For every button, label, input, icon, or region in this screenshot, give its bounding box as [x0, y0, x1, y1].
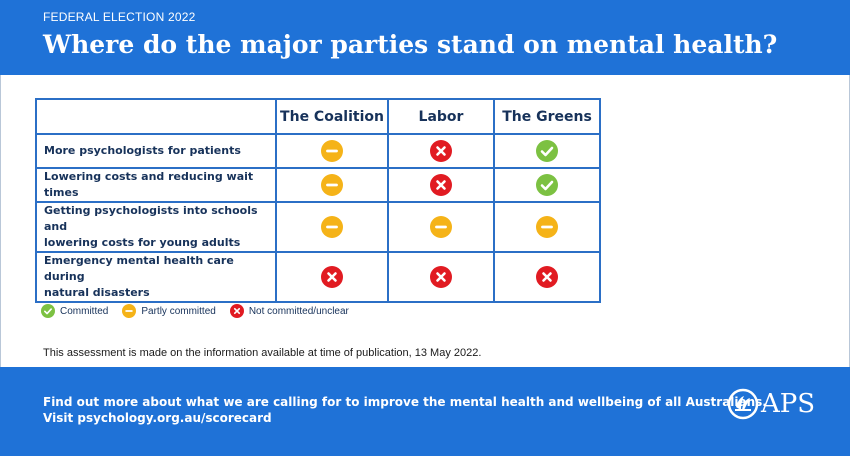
- status-cell-coalition: [275, 201, 389, 253]
- dash-circle-icon: [321, 140, 343, 162]
- status-cell-labor: [387, 133, 495, 169]
- criterion-cell: Lowering costs and reducing wait times: [35, 167, 277, 203]
- header-corner-cell: [35, 98, 277, 135]
- status-cell-greens: [493, 251, 601, 303]
- dash-circle-icon: [122, 304, 137, 318]
- legend-label-committed: Committed: [60, 305, 109, 317]
- legend-label-partly: Partly committed: [141, 305, 216, 317]
- column-header-greens: The Greens: [493, 98, 601, 135]
- x-circle-icon: [430, 140, 452, 162]
- criterion-cell: Emergency mental health care during natur…: [35, 251, 277, 303]
- page-title: Where do the major parties stand on ment…: [43, 30, 778, 59]
- criterion-label-line2: natural disasters: [44, 286, 150, 299]
- status-cell-greens: [493, 133, 601, 169]
- aps-logo-mark-icon: [727, 388, 759, 420]
- assessment-note: This assessment is made on the informati…: [43, 347, 482, 359]
- status-cell-coalition: [275, 251, 389, 303]
- eyebrow-label: FEDERAL ELECTION 2022: [43, 10, 196, 24]
- criterion-label-line1: More psychologists for patients: [44, 144, 241, 157]
- criterion-label-line1: Emergency mental health care during: [44, 254, 234, 283]
- footer-link[interactable]: Visit psychology.org.au/scorecard: [43, 411, 272, 425]
- legend-label-not: Not committed/unclear: [248, 305, 349, 317]
- footer-banner: Find out more about what we are calling …: [0, 367, 850, 456]
- legend: Committed Partly committed Not committed…: [41, 303, 363, 319]
- aps-logo: APS: [727, 387, 815, 421]
- status-cell-greens: [493, 201, 601, 253]
- x-circle-icon: [430, 174, 452, 196]
- column-header-labor: Labor: [387, 98, 495, 135]
- column-header-coalition: The Coalition: [275, 98, 389, 135]
- footer-callout: Find out more about what we are calling …: [43, 395, 767, 409]
- criterion-label-line2: lowering costs for young adults: [44, 236, 241, 249]
- criterion-label-line1: Lowering costs and reducing wait times: [44, 170, 254, 199]
- status-cell-coalition: [275, 167, 389, 203]
- legend-item-partly: Partly committed: [122, 304, 216, 318]
- status-cell-labor: [387, 167, 495, 203]
- x-circle-icon: [536, 266, 558, 288]
- dash-circle-icon: [536, 216, 558, 238]
- status-cell-coalition: [275, 133, 389, 169]
- table-row: Emergency mental health care during natur…: [35, 251, 601, 303]
- x-circle-icon: [430, 266, 452, 288]
- dash-circle-icon: [321, 216, 343, 238]
- table-row: Lowering costs and reducing wait times: [35, 167, 601, 203]
- scorecard-table: The Coalition Labor The Greens More psyc…: [35, 98, 601, 303]
- status-cell-labor: [387, 251, 495, 303]
- table-header-row: The Coalition Labor The Greens: [35, 98, 601, 135]
- status-cell-labor: [387, 201, 495, 253]
- check-circle-icon: [41, 304, 55, 318]
- header-banner: FEDERAL ELECTION 2022 Where do the major…: [0, 0, 850, 75]
- criterion-label-line1: Getting psychologists into schools and: [44, 204, 258, 233]
- dash-circle-icon: [321, 174, 343, 196]
- criterion-cell: Getting psychologists into schools and lo…: [35, 201, 277, 253]
- dash-circle-icon: [430, 216, 452, 238]
- legend-item-committed: Committed: [41, 304, 108, 318]
- check-circle-icon: [536, 140, 558, 162]
- table-row: Getting psychologists into schools and lo…: [35, 201, 601, 253]
- x-circle-icon: [229, 304, 244, 318]
- check-circle-icon: [536, 174, 558, 196]
- aps-logo-text: APS: [761, 389, 816, 419]
- criterion-cell: More psychologists for patients: [35, 133, 277, 169]
- status-cell-greens: [493, 167, 601, 203]
- legend-item-not: Not committed/unclear: [229, 304, 349, 318]
- table-row: More psychologists for patients: [35, 133, 601, 169]
- x-circle-icon: [321, 266, 343, 288]
